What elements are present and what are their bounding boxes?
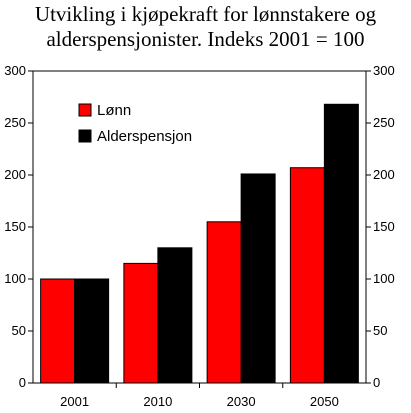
legend-swatch xyxy=(78,103,92,117)
legend-swatch xyxy=(78,129,92,143)
bar-alderspensjon-2001 xyxy=(74,278,110,384)
y-tick-label-left: 0 xyxy=(19,375,26,390)
y-tick-label-left: 250 xyxy=(4,115,26,130)
chart-title-line-2: alderspensjonister. Indeks 2001 = 100 xyxy=(46,27,365,51)
axes xyxy=(28,70,371,388)
y-tick-label-left: 50 xyxy=(12,323,26,338)
y-tick-label-right: 50 xyxy=(373,323,387,338)
legend: Lønn Alderspensjon xyxy=(78,102,192,145)
y-tick-label-right: 100 xyxy=(373,271,395,286)
bar-lonn-2010 xyxy=(123,262,159,384)
bar-alderspensjon-2050 xyxy=(323,103,359,384)
x-tick-label: 2050 xyxy=(310,394,339,409)
y-tick-label-left: 100 xyxy=(4,271,26,286)
x-tick-label: 2030 xyxy=(227,394,256,409)
bars xyxy=(40,103,359,384)
y-tick-label-right: 200 xyxy=(373,167,395,182)
y-tick-label-right: 0 xyxy=(373,375,380,390)
bar-lonn-2050 xyxy=(289,167,325,384)
x-tick-label: 2001 xyxy=(60,394,89,409)
x-tick-label: 2010 xyxy=(143,394,172,409)
chart-title: Utvikling i kjøpekraft for lønnstakere o… xyxy=(0,2,411,52)
y-tick-label-left: 200 xyxy=(4,167,26,182)
y-tick-label-right: 150 xyxy=(373,219,395,234)
y-tick-label-left: 150 xyxy=(4,219,26,234)
tick-labels: 0 0 50 50 100 100 150 150 200 200 250 250 300 300 2001… xyxy=(4,63,394,409)
chart-title-line-1: Utvikling i kjøpekraft for lønnstakere o… xyxy=(34,2,377,26)
legend-label: Lønn xyxy=(97,102,131,119)
y-tick-label-left: 300 xyxy=(4,63,26,78)
bar-alderspensjon-2030 xyxy=(240,173,276,384)
y-tick-label-right: 300 xyxy=(373,63,395,78)
legend-label: Alderspensjon xyxy=(97,128,192,145)
bar-lonn-2030 xyxy=(206,221,242,384)
y-tick-label-right: 250 xyxy=(373,115,395,130)
bar-lonn-2001 xyxy=(40,278,76,384)
bar-alderspensjon-2010 xyxy=(157,247,193,384)
